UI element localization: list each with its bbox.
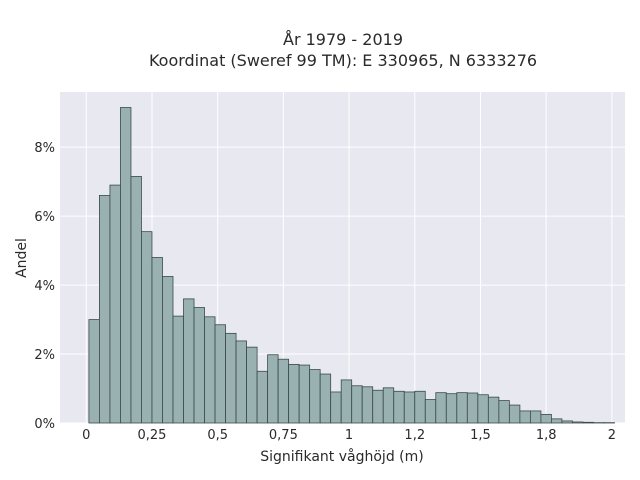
y-tick-label: 6%: [34, 210, 55, 225]
histogram-bar: [141, 231, 153, 424]
x-tick-label: 1,5: [470, 428, 491, 443]
histogram-bar: [372, 389, 384, 424]
histogram-bar: [361, 386, 374, 424]
histogram-bar: [225, 332, 237, 424]
x-tick-label: 2: [608, 428, 616, 443]
x-tick-label: 0,75: [269, 428, 298, 443]
histogram-bar: [88, 319, 100, 424]
histogram-bar: [214, 324, 226, 424]
x-tick-label: 1,2: [404, 428, 425, 443]
chart-subtitle: Koordinat (Sweref 99 TM): E 330965, N 63…: [149, 51, 537, 70]
x-tick-label: 0,5: [207, 428, 228, 443]
histogram-bar: [330, 391, 342, 424]
histogram-bar: [551, 418, 563, 424]
histogram-bar: [267, 354, 279, 424]
histogram-bar: [519, 410, 531, 424]
chart-title: År 1979 - 2019: [283, 30, 403, 49]
histogram-bar: [183, 298, 195, 424]
histogram-bar: [193, 307, 205, 424]
histogram-bar: [162, 276, 174, 424]
histogram-bar: [277, 358, 290, 424]
y-tick-label: 2%: [34, 348, 55, 363]
histogram-bar: [109, 184, 121, 424]
histogram-bar: [414, 390, 426, 424]
x-tick-labels: 0 0,25 0,5 0,75 1 1,2 1,5 1,8 2: [82, 428, 616, 443]
histogram-bar: [309, 369, 321, 424]
histogram-bar: [151, 257, 163, 424]
bars: [88, 107, 615, 424]
histogram-bar: [393, 390, 405, 424]
histogram-bar: [508, 404, 521, 424]
histogram-bar: [120, 107, 132, 424]
histogram-bar: [403, 391, 416, 424]
x-tick-label: 0: [82, 428, 90, 443]
y-tick-label: 8%: [34, 141, 55, 156]
x-axis-label: Signifikant våghöjd (m): [260, 448, 423, 465]
histogram-bar: [424, 399, 437, 424]
histogram-bar: [435, 392, 447, 424]
y-tick-label: 4%: [34, 279, 55, 294]
histogram-bar: [529, 410, 542, 424]
histogram-bar: [340, 379, 353, 424]
histogram-bar: [572, 421, 584, 424]
histogram-bar: [582, 421, 594, 424]
histogram-bar: [487, 396, 500, 424]
x-tick-label: 0,25: [138, 428, 167, 443]
histogram-bar: [456, 392, 468, 424]
histogram-bar: [498, 400, 510, 424]
histogram-bar: [477, 394, 489, 424]
histogram-bar: [561, 420, 573, 424]
histogram-bar: [99, 195, 111, 424]
histogram-bar: [382, 387, 395, 424]
histogram-bar: [298, 364, 311, 424]
histogram-bar: [540, 413, 552, 424]
y-tick-label: 0%: [34, 417, 55, 432]
histogram-bar: [235, 340, 247, 424]
y-tick-labels: 0% 2% 4% 6% 8%: [34, 141, 55, 432]
x-tick-label: 1: [345, 428, 353, 443]
histogram-bar: [246, 346, 258, 424]
histogram-bar: [466, 392, 479, 424]
histogram-bar: [130, 176, 142, 424]
y-axis-label: Andel: [14, 238, 30, 278]
histogram-bar: [204, 316, 216, 424]
histogram-bar: [351, 385, 363, 424]
histogram-bar: [256, 370, 269, 424]
histogram-bar: [319, 373, 332, 424]
histogram-bar: [288, 363, 300, 424]
histogram-bar: [172, 315, 184, 424]
x-tick-label: 1,8: [536, 428, 557, 443]
histogram-bar: [445, 393, 458, 424]
